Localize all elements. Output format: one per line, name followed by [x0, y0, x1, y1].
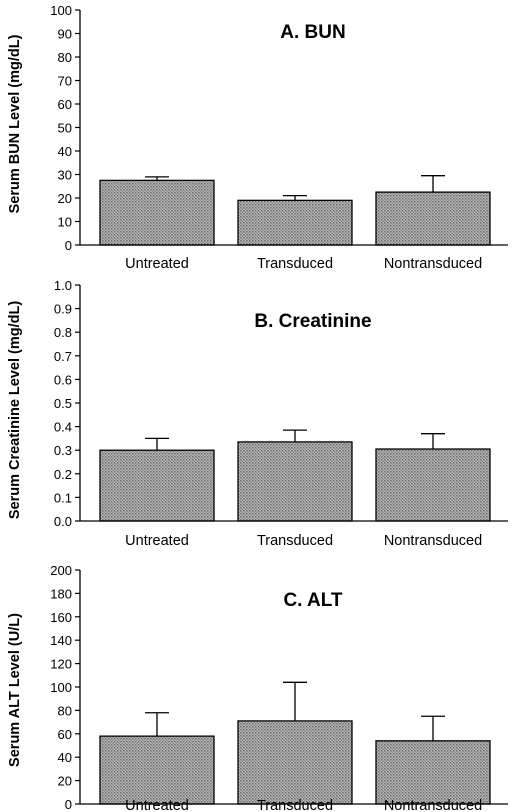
x-tick-label: Untreated [125, 256, 189, 272]
y-tick-label: 1.0 [54, 278, 72, 293]
chart-panel-creatinine: B. Creatinine Serum Creatinine Level (mg… [7, 278, 508, 549]
y-tick-label: 0.6 [54, 372, 72, 387]
x-tick-label: Transduced [257, 798, 333, 812]
y-tick-label: 90 [58, 27, 72, 42]
bar [99, 179, 215, 246]
bar [375, 448, 491, 522]
y-tick-label: 0.2 [54, 467, 72, 482]
bar [237, 441, 353, 522]
chart-title: C. ALT [283, 590, 342, 611]
y-tick-label: 100 [50, 3, 72, 18]
x-tick-label: Nontransduced [384, 256, 482, 272]
x-tick-label: Untreated [125, 798, 189, 812]
x-tick-label: Untreated [125, 533, 189, 549]
y-tick-label: 0.8 [54, 325, 72, 340]
y-tick-label: 0.5 [54, 396, 72, 411]
x-tick-label: Transduced [257, 256, 333, 272]
y-tick-label: 0 [65, 797, 72, 812]
y-tick-label: 0.3 [54, 443, 72, 458]
y-tick-label: 40 [58, 144, 72, 159]
chart-panel-alt: C. ALT Serum ALT Level (U/L) Untreated Tr… [7, 563, 508, 812]
bar [375, 191, 491, 246]
bar [99, 735, 215, 805]
y-tick-label: 70 [58, 74, 72, 89]
y-tick-label: 140 [50, 633, 72, 648]
y-axis-label: Serum BUN Level (mg/dL) [7, 34, 23, 213]
y-tick-label: 0.9 [54, 302, 72, 317]
y-tick-label: 30 [58, 168, 72, 183]
y-tick-label: 0.0 [54, 514, 72, 529]
y-tick-label: 180 [50, 586, 72, 601]
x-tick-label: Nontransduced [384, 798, 482, 812]
bar [375, 740, 491, 805]
bar [99, 449, 215, 522]
y-axis-label: Serum ALT Level (U/L) [7, 613, 23, 767]
y-tick-label: 80 [58, 50, 72, 65]
bar [237, 720, 353, 805]
y-tick-label: 200 [50, 563, 72, 578]
y-axis-label: Serum Creatinine Level (mg/dL) [7, 301, 23, 520]
y-tick-label: 0.7 [54, 349, 72, 364]
y-tick-label: 80 [58, 703, 72, 718]
y-tick-label: 160 [50, 610, 72, 625]
chart-panel-bun: A. BUN Serum BUN Level (mg/dL) Untreated… [7, 3, 508, 272]
y-tick-label: 20 [58, 774, 72, 789]
chart-title: A. BUN [280, 22, 345, 43]
x-tick-label: Transduced [257, 533, 333, 549]
y-tick-label: 100 [50, 680, 72, 695]
y-tick-label: 50 [58, 121, 72, 136]
chart-title: B. Creatinine [254, 311, 371, 332]
bar [237, 199, 353, 246]
y-tick-label: 120 [50, 657, 72, 672]
y-tick-label: 0.4 [54, 420, 72, 435]
y-tick-label: 10 [58, 215, 72, 230]
y-tick-label: 20 [58, 191, 72, 206]
y-tick-label: 60 [58, 97, 72, 112]
y-tick-label: 60 [58, 727, 72, 742]
x-tick-label: Nontransduced [384, 533, 482, 549]
y-tick-label: 0.1 [54, 490, 72, 505]
y-tick-label: 40 [58, 750, 72, 765]
y-tick-label: 0 [65, 238, 72, 253]
